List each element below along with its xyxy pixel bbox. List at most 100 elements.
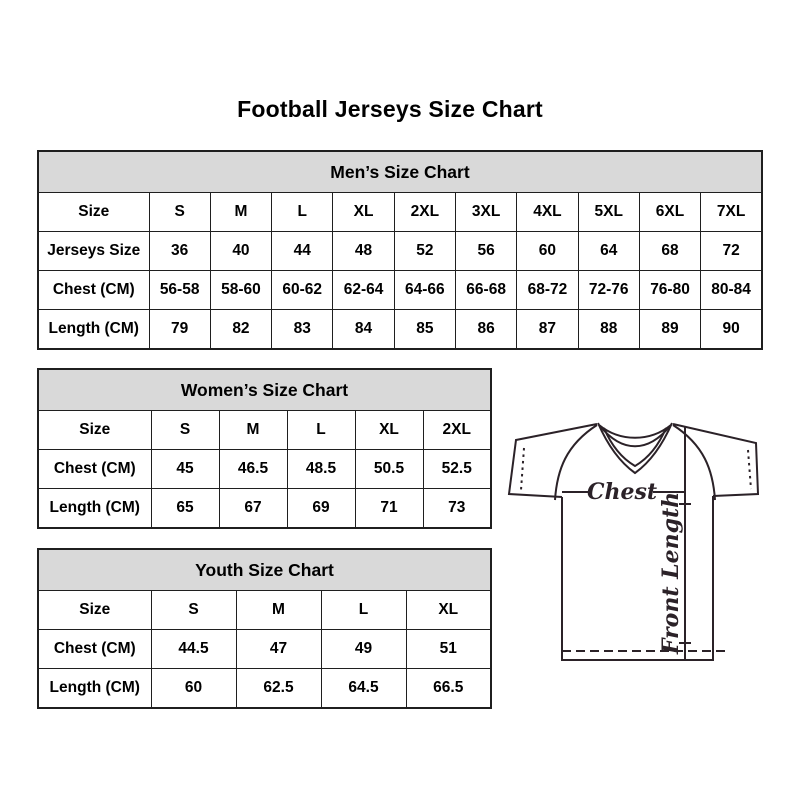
table-row: Chest (CM) 45 46.5 48.5 50.5 52.5 xyxy=(37,449,492,489)
table-row: Length (CM) 65 67 69 71 73 xyxy=(37,488,492,528)
table-header-row: Youth Size Chart xyxy=(37,548,492,591)
value-cell: L xyxy=(271,192,334,232)
chest-label: Chest xyxy=(587,479,657,505)
value-cell: 86 xyxy=(454,309,518,349)
table-row: Jerseys Size 36 40 44 48 52 56 60 64 68 72 xyxy=(37,231,763,271)
value-cell: 64 xyxy=(577,231,640,271)
value-cell: 71 xyxy=(354,488,424,528)
value-cell: 68 xyxy=(638,231,702,271)
value-cell: 62.5 xyxy=(235,668,322,708)
value-cell: 5XL xyxy=(577,192,640,232)
value-cell: 72-76 xyxy=(577,270,640,310)
value-cell: 52.5 xyxy=(422,449,492,489)
table-row: Size S M L XL xyxy=(37,590,492,630)
row-label-cell: Size xyxy=(37,410,152,450)
table-header: Youth Size Chart xyxy=(37,548,492,591)
value-cell: 46.5 xyxy=(218,449,288,489)
value-cell: 48 xyxy=(332,231,395,271)
mens-size-table: Men’s Size Chart Size S M L XL 2XL 3XL 4XL 5XL 6XL… xyxy=(37,150,763,350)
table-header: Women’s Size Chart xyxy=(37,368,492,411)
value-cell: 73 xyxy=(422,488,492,528)
value-cell: 3XL xyxy=(454,192,518,232)
front-length-label: Front Length xyxy=(658,492,684,655)
womens-size-table: Women’s Size Chart Size S M L XL 2XL Chest (CM)… xyxy=(37,368,492,529)
value-cell: S xyxy=(150,590,237,630)
value-cell: S xyxy=(150,410,220,450)
table-row: Size S M L XL 2XL xyxy=(37,410,492,450)
table-header-row: Men’s Size Chart xyxy=(37,150,763,193)
youth-size-table: Youth Size Chart Size S M L XL Chest (CM) 44.5 4… xyxy=(37,548,492,709)
value-cell: M xyxy=(235,590,322,630)
value-cell: 48.5 xyxy=(286,449,356,489)
jersey-left-sleeve xyxy=(507,423,598,498)
value-cell: 66-68 xyxy=(454,270,518,310)
jersey-left-cuff-stitch xyxy=(520,447,525,491)
table-row: Length (CM) 79 82 83 84 85 86 87 88 89 90 xyxy=(37,309,763,349)
row-label-cell: Size xyxy=(37,590,152,630)
jersey-right-sleeve xyxy=(672,423,760,497)
value-cell: 49 xyxy=(320,629,407,669)
value-cell: 65 xyxy=(150,488,220,528)
value-cell: 50.5 xyxy=(354,449,424,489)
table-header-row: Women’s Size Chart xyxy=(37,368,492,411)
value-cell: 2XL xyxy=(422,410,492,450)
table-row: Chest (CM) 44.5 47 49 51 xyxy=(37,629,492,669)
value-cell: 69 xyxy=(286,488,356,528)
row-label-cell: Length (CM) xyxy=(37,488,152,528)
value-cell: 51 xyxy=(405,629,492,669)
value-cell: 68-72 xyxy=(516,270,579,310)
value-cell: 62-64 xyxy=(332,270,395,310)
value-cell: 36 xyxy=(148,231,211,271)
jersey-right-cuff-stitch xyxy=(747,449,752,490)
table-header: Men’s Size Chart xyxy=(37,150,763,193)
jersey-collar-band xyxy=(599,425,671,448)
value-cell: 52 xyxy=(393,231,456,271)
value-cell: 87 xyxy=(516,309,579,349)
value-cell: 44.5 xyxy=(150,629,237,669)
value-cell: 76-80 xyxy=(638,270,702,310)
value-cell: L xyxy=(286,410,356,450)
value-cell: 80-84 xyxy=(700,270,763,310)
value-cell: 58-60 xyxy=(209,270,273,310)
front-length-ticks xyxy=(679,503,691,644)
value-cell: L xyxy=(320,590,407,630)
value-cell: 4XL xyxy=(516,192,579,232)
value-cell: 60 xyxy=(150,668,237,708)
value-cell: 79 xyxy=(148,309,211,349)
value-cell: 47 xyxy=(235,629,322,669)
value-cell: M xyxy=(209,192,273,232)
row-label-cell: Length (CM) xyxy=(37,668,152,708)
row-label-cell: Chest (CM) xyxy=(37,270,150,310)
row-label-cell: Chest (CM) xyxy=(37,449,152,489)
table-row: Chest (CM) 56-58 58-60 60-62 62-64 64-66 66-68… xyxy=(37,270,763,310)
page-title: Football Jerseys Size Chart xyxy=(237,96,543,122)
value-cell: 82 xyxy=(209,309,273,349)
value-cell: 66.5 xyxy=(405,668,492,708)
value-cell: M xyxy=(218,410,288,450)
jersey-measurement-diagram: Chest Front Length xyxy=(507,422,760,661)
table-row: Size S M L XL 2XL 3XL 4XL 5XL 6XL 7XL xyxy=(37,192,763,232)
value-cell: 7XL xyxy=(700,192,763,232)
value-cell: 64.5 xyxy=(320,668,407,708)
value-cell: 83 xyxy=(271,309,334,349)
value-cell: 90 xyxy=(700,309,763,349)
jersey-collar-outer-v xyxy=(597,422,673,475)
value-cell: 6XL xyxy=(638,192,702,232)
value-cell: 72 xyxy=(700,231,763,271)
value-cell: 64-66 xyxy=(393,270,456,310)
table-row: Length (CM) 60 62.5 64.5 66.5 xyxy=(37,668,492,708)
jersey-left-seam xyxy=(554,424,598,501)
value-cell: XL xyxy=(354,410,424,450)
row-label-cell: Length (CM) xyxy=(37,309,150,349)
jersey-collar-inner-v xyxy=(603,427,667,468)
row-label-cell: Size xyxy=(37,192,150,232)
jersey-icon xyxy=(507,422,760,661)
value-cell: 44 xyxy=(271,231,334,271)
value-cell: XL xyxy=(405,590,492,630)
row-label-cell: Chest (CM) xyxy=(37,629,152,669)
value-cell: 56-58 xyxy=(148,270,211,310)
value-cell: 2XL xyxy=(393,192,456,232)
jersey-right-seam xyxy=(672,424,716,501)
row-label-cell: Jerseys Size xyxy=(37,231,150,271)
